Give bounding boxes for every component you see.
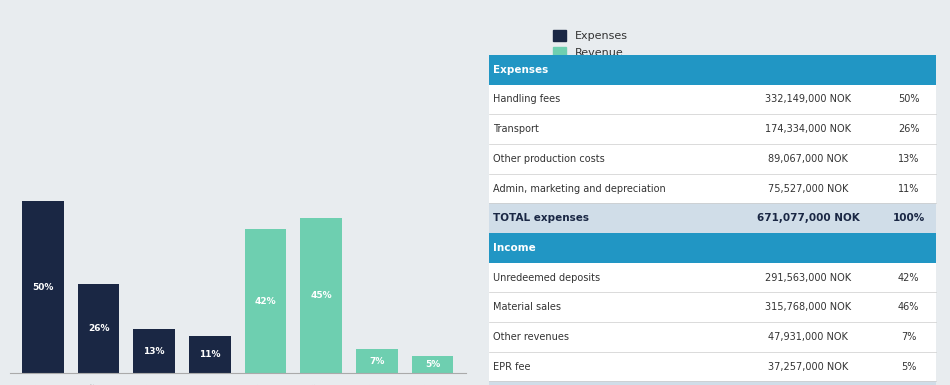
Text: 50%: 50% bbox=[898, 94, 920, 104]
Text: 89,067,000 NOK: 89,067,000 NOK bbox=[769, 154, 848, 164]
Bar bbox=[356, 349, 398, 373]
FancyBboxPatch shape bbox=[488, 85, 936, 114]
Text: 13%: 13% bbox=[898, 154, 920, 164]
FancyBboxPatch shape bbox=[488, 144, 936, 174]
Text: 11%: 11% bbox=[200, 350, 220, 359]
FancyBboxPatch shape bbox=[488, 382, 936, 385]
Text: Admin, marketing and depreciation: Admin, marketing and depreciation bbox=[493, 184, 666, 194]
Text: 291,563,000 NOK: 291,563,000 NOK bbox=[765, 273, 851, 283]
Text: 47,931,000 NOK: 47,931,000 NOK bbox=[769, 332, 848, 342]
Text: 42%: 42% bbox=[255, 296, 276, 306]
Text: EPR fee: EPR fee bbox=[493, 362, 531, 372]
FancyBboxPatch shape bbox=[488, 233, 936, 263]
Text: 46%: 46% bbox=[898, 302, 920, 312]
Text: 75,527,000 NOK: 75,527,000 NOK bbox=[768, 184, 848, 194]
FancyBboxPatch shape bbox=[488, 322, 936, 352]
Legend: Expenses, Revenue: Expenses, Revenue bbox=[547, 24, 634, 64]
Text: 7%: 7% bbox=[901, 332, 916, 342]
Bar bbox=[189, 336, 231, 373]
Text: Handling fees: Handling fees bbox=[493, 94, 560, 104]
FancyBboxPatch shape bbox=[488, 174, 936, 203]
FancyBboxPatch shape bbox=[488, 263, 936, 292]
Text: Material sales: Material sales bbox=[493, 302, 561, 312]
Text: 174,334,000 NOK: 174,334,000 NOK bbox=[765, 124, 851, 134]
Text: 5%: 5% bbox=[901, 362, 916, 372]
Bar bbox=[133, 329, 175, 373]
Bar bbox=[78, 284, 120, 373]
Text: 11%: 11% bbox=[898, 184, 920, 194]
Bar bbox=[245, 229, 286, 373]
Text: Income: Income bbox=[493, 243, 536, 253]
Bar bbox=[300, 218, 342, 373]
Text: 45%: 45% bbox=[311, 291, 332, 300]
FancyBboxPatch shape bbox=[488, 55, 936, 85]
FancyBboxPatch shape bbox=[488, 114, 936, 144]
Text: Other revenues: Other revenues bbox=[493, 332, 569, 342]
Text: Transport: Transport bbox=[493, 124, 540, 134]
Text: 26%: 26% bbox=[87, 324, 109, 333]
Text: 37,257,000 NOK: 37,257,000 NOK bbox=[768, 362, 848, 372]
Text: 5%: 5% bbox=[425, 360, 440, 369]
FancyBboxPatch shape bbox=[488, 352, 936, 382]
Text: Other production costs: Other production costs bbox=[493, 154, 605, 164]
Text: 100%: 100% bbox=[892, 213, 924, 223]
Text: 671,077,000 NOK: 671,077,000 NOK bbox=[757, 213, 860, 223]
Text: 42%: 42% bbox=[898, 273, 920, 283]
Bar bbox=[411, 356, 453, 373]
Text: 50%: 50% bbox=[32, 283, 53, 292]
Text: 13%: 13% bbox=[143, 346, 165, 355]
Text: 7%: 7% bbox=[370, 357, 385, 366]
Text: 315,768,000 NOK: 315,768,000 NOK bbox=[765, 302, 851, 312]
Text: TOTAL expenses: TOTAL expenses bbox=[493, 213, 589, 223]
Bar bbox=[22, 201, 64, 373]
Text: 332,149,000 NOK: 332,149,000 NOK bbox=[765, 94, 851, 104]
Text: Expenses: Expenses bbox=[493, 65, 548, 75]
FancyBboxPatch shape bbox=[488, 292, 936, 322]
Text: 26%: 26% bbox=[898, 124, 920, 134]
FancyBboxPatch shape bbox=[488, 203, 936, 233]
Text: Unredeemed deposits: Unredeemed deposits bbox=[493, 273, 600, 283]
